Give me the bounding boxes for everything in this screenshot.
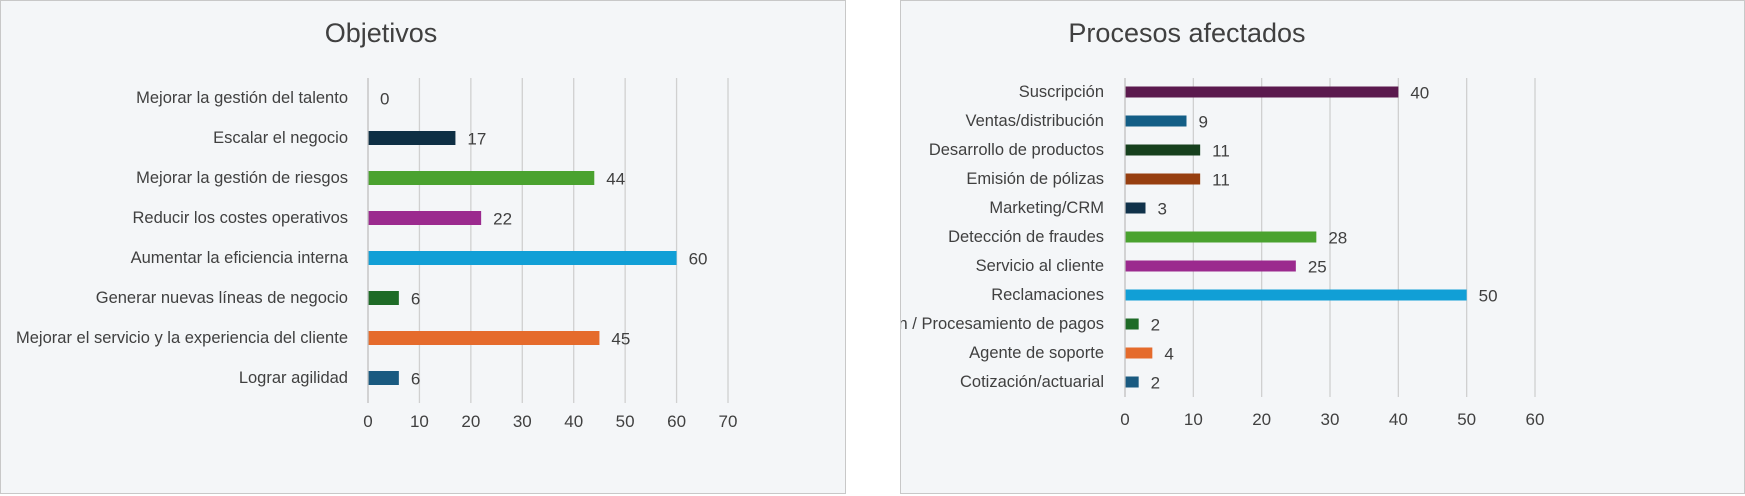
data-label: 50	[1479, 287, 1498, 306]
category-label: Detección de fraudes	[948, 228, 1104, 246]
x-tick-label: 0	[1120, 410, 1129, 429]
chart-title: Objetivos	[325, 18, 438, 48]
bar	[1125, 231, 1317, 243]
bar	[368, 331, 600, 345]
category-label: Agente de soporte	[969, 344, 1104, 362]
x-tick-label: 40	[564, 412, 583, 431]
bar	[368, 371, 399, 385]
category-label: Aumentar la eficiencia interna	[131, 249, 349, 267]
bar	[368, 131, 456, 145]
category-label: Generar nuevas líneas de negocio	[96, 289, 348, 307]
x-tick-label: 50	[1457, 410, 1476, 429]
chart-procesos-svg: Procesos afectados 0 10 20 30 40 50 60 Suscripc…	[901, 18, 1545, 429]
bar	[1125, 173, 1201, 185]
data-label: 22	[493, 210, 512, 229]
category-label: Mejorar el servicio y la experiencia del…	[16, 329, 348, 347]
bar	[368, 211, 482, 225]
category-label: Suscripción	[1019, 83, 1104, 101]
x-tick-label: 40	[1389, 410, 1408, 429]
data-label: 60	[689, 250, 708, 269]
category-label: Escalar el negocio	[213, 129, 348, 147]
data-label: 11	[1212, 171, 1230, 190]
category-label: Facturación / Procesamiento de pagos	[901, 315, 1104, 333]
category-label: Emisión de pólizas	[966, 170, 1104, 188]
bar	[368, 171, 595, 185]
bar	[1125, 115, 1187, 127]
category-label: Cotización/actuarial	[960, 373, 1104, 391]
x-tick-label: 0	[363, 412, 372, 431]
category-label: Marketing/CRM	[989, 199, 1104, 217]
x-tick-label: 20	[461, 412, 480, 431]
data-label: 40	[1410, 84, 1429, 103]
data-label: 45	[611, 330, 630, 349]
category-label: Ventas/distribución	[965, 112, 1104, 130]
category-label: Lograr agilidad	[239, 369, 348, 387]
category-label: Servicio al cliente	[976, 257, 1104, 275]
data-label: 9	[1199, 113, 1208, 132]
bar	[368, 291, 399, 305]
bar	[1125, 86, 1399, 98]
bar	[1125, 260, 1296, 272]
data-label: 6	[411, 370, 420, 389]
data-label: 2	[1151, 374, 1160, 393]
x-tick-label: 10	[1184, 410, 1203, 429]
bar	[1125, 318, 1139, 330]
data-label: 3	[1158, 200, 1167, 219]
category-label: Mejorar la gestión de riesgos	[136, 169, 348, 187]
bar	[368, 251, 677, 265]
x-tick-label: 60	[1526, 410, 1545, 429]
x-tick-label: 50	[616, 412, 635, 431]
bar	[1125, 202, 1146, 214]
data-label: 4	[1164, 345, 1173, 364]
x-tick-label: 30	[513, 412, 532, 431]
data-label: 44	[606, 170, 625, 189]
chart-procesos-afectados: Procesos afectados 0 10 20 30 40 50 60 Suscripc…	[900, 0, 1745, 494]
x-tick-label: 30	[1321, 410, 1340, 429]
bar	[1125, 347, 1153, 359]
chart-objetivos: Objetivos 0 10 20 30 40 50 60 70 Mejorar la gest…	[0, 0, 846, 494]
data-label: 17	[467, 130, 486, 149]
chart-title: Procesos afectados	[1068, 18, 1305, 48]
data-label: 25	[1308, 258, 1327, 277]
x-tick-label: 10	[410, 412, 429, 431]
category-label: Reducir los costes operativos	[132, 209, 348, 227]
data-label: 2	[1151, 316, 1160, 335]
data-label: 11	[1212, 142, 1230, 161]
category-label: Desarrollo de productos	[929, 141, 1104, 159]
data-label: 6	[411, 290, 420, 309]
x-tick-label: 20	[1252, 410, 1271, 429]
x-tick-label: 70	[719, 412, 738, 431]
bar	[1125, 144, 1201, 156]
category-label: Reclamaciones	[991, 286, 1104, 304]
bar	[1125, 376, 1139, 388]
data-label: 28	[1328, 229, 1347, 248]
bar	[1125, 289, 1467, 301]
category-label: Mejorar la gestión del talento	[136, 89, 348, 107]
data-label: 0	[380, 90, 389, 109]
x-tick-label: 60	[667, 412, 686, 431]
